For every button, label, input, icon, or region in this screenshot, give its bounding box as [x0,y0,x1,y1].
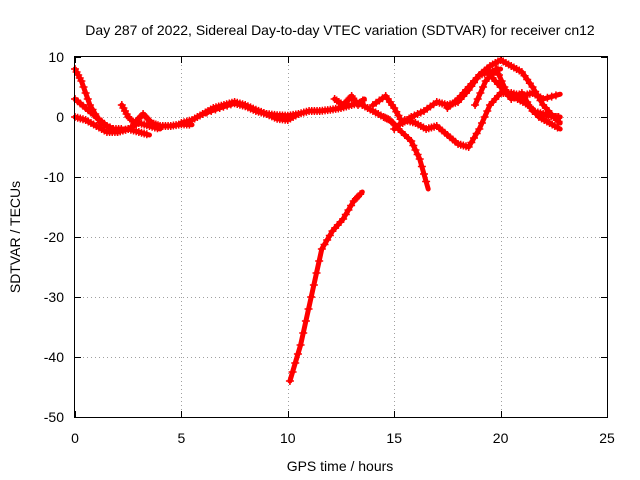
data-point [475,125,484,133]
data-point [301,317,310,325]
chart-title: Day 287 of 2022, Sidereal Day-to-day VTE… [85,22,595,38]
data-point [409,141,418,150]
data-point [291,359,300,367]
y-tick-label: -10 [44,169,64,185]
data-point [320,240,329,249]
data-point [325,231,334,240]
data-point [341,210,350,219]
y-tick-label: -50 [44,409,64,425]
y-tick-label: 10 [48,49,64,65]
data-point [547,92,556,101]
data-point [223,101,232,110]
data-point [312,269,321,277]
data-point [472,129,481,138]
y-tick-label: -30 [44,289,64,305]
data-point [339,215,348,223]
data-point [473,95,482,103]
data-point [495,71,504,79]
data-point [477,119,486,127]
data-point [554,113,563,121]
series-arc-14 [285,189,365,385]
y-tick-label: 0 [56,109,64,125]
data-point [288,368,297,376]
x-tick-label: 20 [493,430,509,446]
data-point [309,281,318,289]
data-point [291,111,300,120]
data-point [142,130,151,139]
series-arc-8 [358,101,431,192]
data-point [483,107,492,115]
x-tick-label: 15 [386,430,402,446]
x-tick-label: 0 [71,430,79,446]
data-point [219,102,228,111]
data-point [202,108,211,117]
data-point [85,101,94,109]
data-point [304,305,313,313]
data-point [344,206,353,214]
data-point [464,143,473,151]
data-point [520,93,529,102]
data-point [480,113,489,121]
data-point [296,341,305,349]
data-point [479,83,488,91]
data-point [523,98,532,106]
data-point [347,201,356,210]
data-point [492,65,501,73]
data-point [543,93,552,102]
data-point [467,138,476,147]
data-point [533,92,542,100]
data-point [356,190,365,199]
data-point [536,96,545,105]
data-point [422,177,431,186]
data-point [553,123,562,132]
y-tick-label: -20 [44,229,64,245]
data-point [317,245,326,253]
data-point [411,146,420,154]
x-tick-label: 25 [599,430,615,446]
series-arc-13 [485,71,563,121]
data-point [528,83,537,91]
data-point [415,155,424,163]
data-point [323,236,332,244]
data-point [551,91,560,100]
data-point [299,329,308,337]
x-tick-label: 10 [280,430,296,446]
data-point [525,102,534,111]
data-point [471,101,480,109]
data-point [198,110,207,118]
y-axis-label: SDTVAR / TECUs [7,181,23,293]
data-point [77,77,86,85]
x-tick-label: 5 [178,430,186,446]
data-point [531,87,540,96]
data-point [315,257,324,265]
data-point [307,293,316,301]
data-point [417,162,426,171]
data-point [470,134,478,142]
data-series [71,56,563,385]
data-point [285,377,294,385]
data-point [211,105,220,114]
x-axis-label: GPS time / hours [287,458,394,474]
tick-labels: 0 5 10 15 20 25 -50 -40 -30 -20 -10 0 10 [44,49,615,446]
data-point [81,89,90,97]
data-point [517,89,526,97]
data-point [413,150,422,159]
data-point [79,83,88,91]
data-point [83,95,92,103]
y-tick-label: -40 [44,349,64,365]
data-point [215,104,224,112]
data-point [419,170,428,178]
data-point [207,107,216,115]
series-arc-7 [330,92,367,109]
series-arc-6 [198,99,301,124]
plot-frame [74,56,608,418]
data-point [407,137,416,145]
data-point [293,350,302,358]
data-point [476,89,485,97]
